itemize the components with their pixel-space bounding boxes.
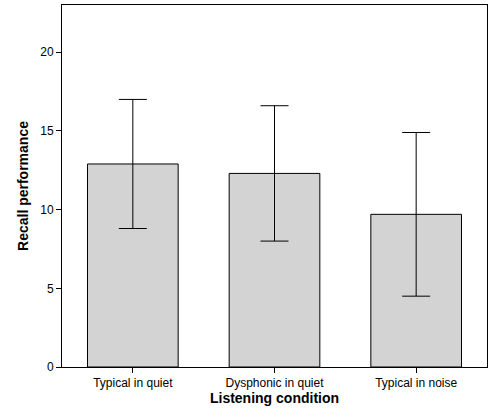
- svg-text:15: 15: [40, 124, 54, 138]
- svg-text:Dysphonic in quiet: Dysphonic in quiet: [225, 376, 324, 390]
- svg-text:Typical in quiet: Typical in quiet: [93, 376, 173, 390]
- svg-text:0: 0: [47, 360, 54, 374]
- svg-text:Typical in noise: Typical in noise: [375, 376, 457, 390]
- svg-text:20: 20: [40, 45, 54, 59]
- svg-text:Recall performance: Recall performance: [15, 121, 31, 251]
- svg-text:5: 5: [47, 282, 54, 296]
- svg-text:10: 10: [40, 203, 54, 217]
- svg-text:Listening condition: Listening condition: [210, 390, 339, 406]
